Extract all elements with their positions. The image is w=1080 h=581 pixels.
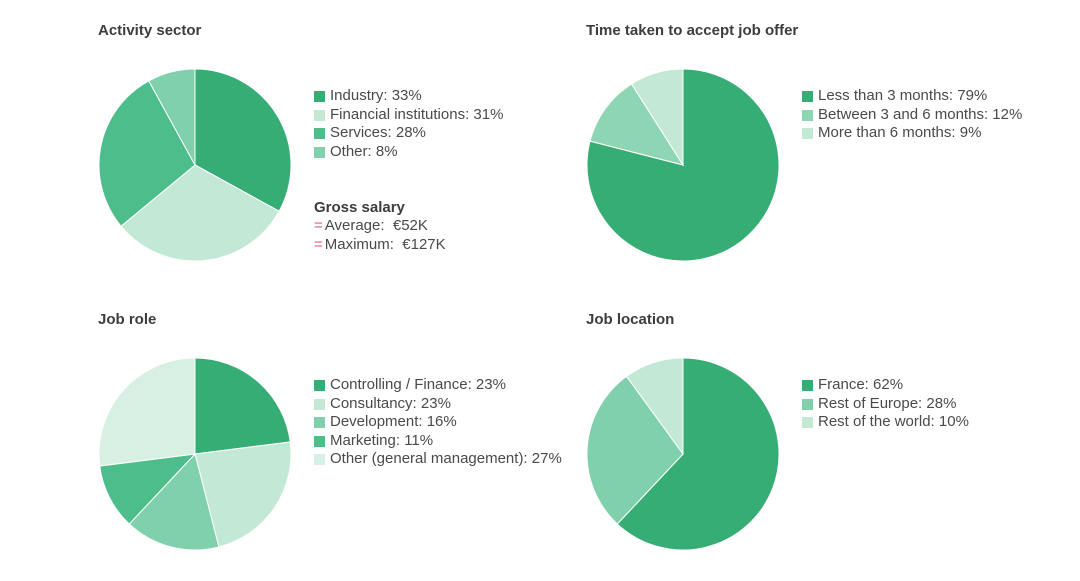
- legend-item: Development: 16%: [314, 413, 584, 432]
- legend-label: More than 6 months: 9%: [818, 124, 982, 141]
- legend-swatch: [802, 398, 813, 410]
- chart-title: Job role: [98, 311, 157, 328]
- legend-swatch: [314, 109, 325, 121]
- job-role-panel: Job role Controlling / Finance: 23% Consu…: [98, 311, 598, 581]
- legend-swatch: [802, 380, 813, 391]
- chart-title: Time taken to accept job offer: [586, 22, 799, 39]
- job-location-panel: Job location France: 62% Rest of Europe: …: [586, 311, 1080, 581]
- pie-slice-0: [194, 68, 292, 212]
- legend-label: Marketing: 11%: [330, 431, 434, 449]
- legend-label: Other (general management): 27%: [330, 450, 562, 467]
- legend-swatch: [802, 109, 813, 121]
- pie-slice-1: [586, 375, 684, 525]
- legend-item: Rest of the world: 10%: [802, 413, 1072, 432]
- legend-item: Controlling / Finance: 23%: [314, 376, 584, 395]
- legend-swatch: [314, 454, 325, 465]
- salary-bullet: =: [314, 235, 323, 253]
- salary-maximum: = Maximum: €127K: [314, 236, 584, 255]
- salary-bullet: =: [314, 217, 323, 234]
- salary-average-text: Average: €52K: [324, 217, 428, 234]
- pie-slice-4: [98, 357, 196, 467]
- activity-sector-panel: Activity sector Industry: 33% Financial i…: [98, 22, 598, 292]
- salary-maximum-text: Maximum: €127K: [324, 235, 446, 253]
- legend-label: Between 3 and 6 months: 12%: [818, 105, 1023, 123]
- legend-item: Industry: 33%: [314, 87, 584, 106]
- time-to-accept-legend: Less than 3 months: 79% Between 3 and 6 m…: [802, 87, 1072, 143]
- pie-slice-2: [98, 80, 196, 227]
- legend-item: Rest of Europe: 28%: [802, 395, 1072, 414]
- legend-item: Other (general management): 27%: [314, 450, 584, 469]
- job-location-pie: [586, 357, 780, 551]
- legend-swatch: [314, 380, 325, 391]
- legend-swatch: [802, 91, 813, 102]
- chart-title: Activity sector: [98, 22, 202, 39]
- pie-slice-3: [148, 68, 196, 166]
- pie-slice-2: [630, 68, 684, 167]
- legend-item: Consultancy: 23%: [314, 395, 584, 414]
- gross-salary-title: Gross salary: [314, 199, 405, 216]
- job-location-legend: France: 62% Rest of Europe: 28% Rest of th…: [802, 376, 1072, 432]
- legend-item: Other: 8%: [314, 143, 584, 162]
- legend-label: Rest of the world: 10%: [818, 413, 969, 430]
- pie-slice-1: [589, 83, 685, 166]
- pie-slice-1: [194, 441, 292, 548]
- legend-label: Services: 28%: [330, 124, 426, 141]
- legend-label: France: 62%: [818, 376, 904, 393]
- legend-swatch: [314, 91, 325, 102]
- legend-swatch: [314, 128, 325, 139]
- legend-swatch: [802, 128, 813, 139]
- legend-swatch: [314, 398, 325, 410]
- legend-swatch: [314, 146, 325, 158]
- salary-average: = Average: €52K: [314, 217, 584, 236]
- activity-sector-legend: Industry: 33% Financial institutions: 31%…: [314, 87, 584, 161]
- legend-item: Less than 3 months: 79%: [802, 87, 1072, 106]
- pie-slice-3: [99, 453, 197, 525]
- pie-slice-0: [616, 357, 780, 551]
- chart-title: Job location: [586, 311, 675, 328]
- pie-slice-2: [625, 357, 684, 456]
- legend-label: Industry: 33%: [330, 87, 422, 104]
- pie-slice-1: [120, 164, 280, 262]
- legend-swatch: [802, 417, 813, 428]
- pie-slice-0: [194, 357, 291, 455]
- pie-slice-0: [586, 68, 780, 262]
- legend-label: Other: 8%: [330, 142, 398, 160]
- legend-item: More than 6 months: 9%: [802, 124, 1072, 143]
- legend-item: Between 3 and 6 months: 12%: [802, 106, 1072, 125]
- activity-sector-pie: [98, 68, 292, 262]
- legend-swatch: [314, 417, 325, 428]
- time-to-accept-pie: [586, 68, 780, 262]
- legend-label: Consultancy: 23%: [330, 394, 451, 412]
- gross-salary-block: Gross salary = Average: €52K = Maximum: €1…: [314, 198, 584, 254]
- legend-swatch: [314, 435, 325, 447]
- legend-item: France: 62%: [802, 376, 1072, 395]
- legend-item: Marketing: 11%: [314, 432, 584, 451]
- legend-label: Development: 16%: [330, 413, 457, 430]
- legend-label: Controlling / Finance: 23%: [330, 376, 506, 393]
- legend-label: Financial institutions: 31%: [330, 105, 504, 123]
- legend-label: Rest of Europe: 28%: [818, 394, 957, 412]
- legend-item: Services: 28%: [314, 124, 584, 143]
- legend-label: Less than 3 months: 79%: [818, 87, 988, 104]
- job-role-legend: Controlling / Finance: 23% Consultancy: 2…: [314, 376, 584, 469]
- time-to-accept-panel: Time taken to accept job offer Less than…: [586, 22, 1080, 292]
- pie-slice-2: [128, 452, 220, 551]
- legend-item: Financial institutions: 31%: [314, 106, 584, 125]
- job-role-pie: [98, 357, 292, 551]
